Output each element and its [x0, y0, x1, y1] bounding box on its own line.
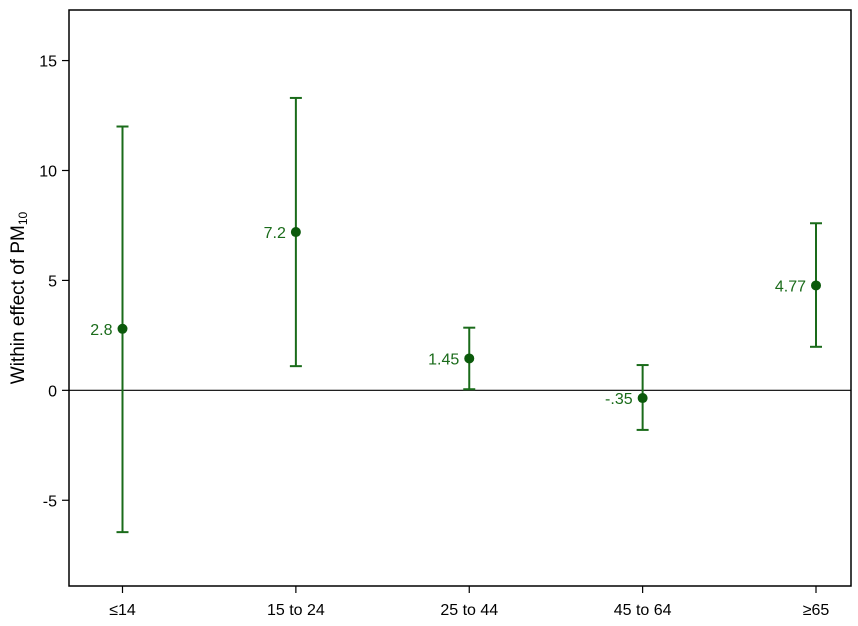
- x-axis: ≤14 15 to 24 25 to 44 45 to 64 ≥65: [109, 586, 829, 619]
- x-tick-label: 45 to 64: [614, 602, 672, 619]
- y-tick-label: 10: [39, 163, 57, 180]
- y-tick-label: 5: [48, 273, 57, 290]
- y-tick-label: 15: [39, 54, 57, 71]
- x-tick-label: ≤14: [109, 602, 136, 619]
- data-point: [290, 227, 301, 238]
- y-axis-title: Within effect of PM10: [8, 211, 30, 384]
- data-label: 4.77: [775, 278, 806, 295]
- x-tick-label: 15 to 24: [267, 602, 325, 619]
- data-label: 2.8: [90, 322, 112, 339]
- data-label: -.35: [605, 391, 633, 408]
- y-axis: -5 0 5 10 15: [39, 54, 69, 510]
- data-label: 7.2: [264, 225, 286, 242]
- data-label: 1.45: [428, 351, 459, 368]
- data-point: [464, 353, 475, 364]
- y-tick-label: 0: [48, 383, 57, 400]
- series-marks: 2.8 7.2 1.45 -.35 4.77: [90, 96, 822, 534]
- y-tick-label: -5: [43, 493, 57, 510]
- data-point: [811, 280, 821, 291]
- x-tick-label: ≥65: [803, 602, 830, 619]
- data-point: [637, 393, 648, 404]
- x-tick-label: 25 to 44: [440, 602, 498, 619]
- y-axis-title-subscript: 10: [16, 211, 30, 225]
- plot-frame: [68, 9, 852, 587]
- y-axis-title-main: Within effect of PM: [8, 225, 29, 384]
- data-point: [117, 323, 128, 334]
